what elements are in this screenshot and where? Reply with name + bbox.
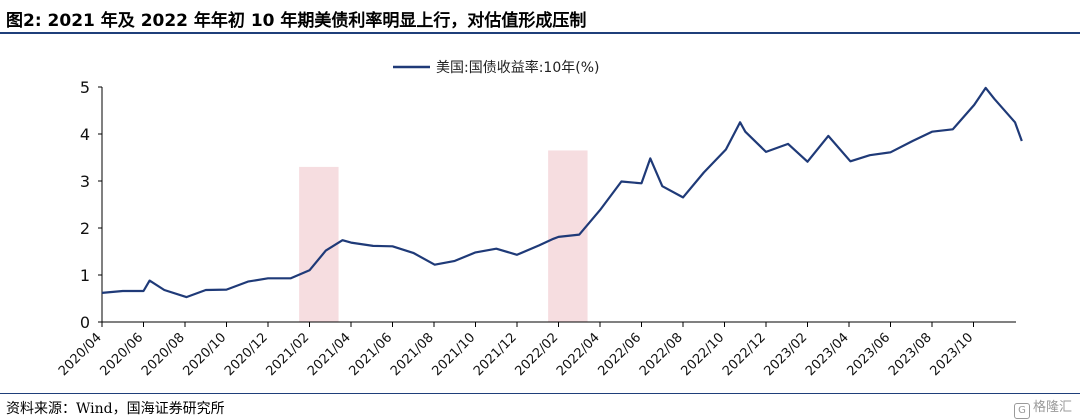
- y-tick-label: 1: [80, 266, 90, 285]
- y-tick-label: 2: [80, 219, 90, 238]
- x-tick-label: 2021/10: [430, 330, 479, 379]
- x-tick-label: 2020/04: [56, 330, 105, 379]
- x-tick-label: 2022/02: [513, 330, 562, 379]
- y-ticks: 0 1 2 3 4 5: [80, 78, 102, 332]
- y-tick-label: 4: [80, 125, 90, 144]
- x-tick-label: 2022/12: [720, 330, 769, 379]
- x-tick-label: 2021/04: [305, 330, 354, 379]
- series-line-us-10y-yield: [101, 86, 1023, 299]
- x-tick-label: 2020/08: [139, 330, 188, 379]
- x-tick-label: 2021/08: [388, 330, 437, 379]
- shaded-periods: [299, 150, 588, 322]
- watermark: G 格隆汇: [1013, 396, 1072, 419]
- x-tick-label: 2023/04: [803, 330, 852, 379]
- x-ticks: 2020/042020/062020/082020/102020/122021/…: [56, 322, 976, 379]
- x-tick-label: 2023/10: [928, 330, 977, 379]
- watermark-text: 格隆汇: [1032, 400, 1072, 415]
- top-rule: [0, 32, 1080, 34]
- y-tick-label: 3: [80, 172, 90, 191]
- x-tick-label: 2023/06: [845, 330, 894, 379]
- bottom-rule: [0, 393, 1080, 394]
- legend-label: 美国:国债收益率:10年(%): [436, 59, 599, 76]
- title-bar: 图2: 2021 年及 2022 年年初 10 年期美债利率明显上行，对估值形成…: [0, 0, 1080, 34]
- x-tick-label: 2022/10: [679, 330, 728, 379]
- x-tick-label: 2022/04: [554, 330, 603, 379]
- shaded-period: [299, 166, 339, 322]
- x-tick-label: 2021/02: [264, 330, 313, 379]
- x-tick-label: 2020/10: [181, 330, 230, 379]
- x-tick-label: 2021/06: [347, 330, 396, 379]
- source-note: 资料来源：Wind，国海证券研究所: [6, 401, 225, 417]
- y-tick-label: 0: [80, 313, 90, 332]
- x-tick-label: 2020/12: [222, 330, 271, 379]
- legend: 美国:国债收益率:10年(%): [393, 59, 599, 76]
- x-tick-label: 2022/06: [596, 330, 645, 379]
- x-tick-label: 2023/02: [762, 330, 811, 379]
- x-tick-label: 2023/08: [886, 330, 935, 379]
- y-tick-label: 5: [80, 78, 90, 97]
- x-tick-label: 2021/12: [471, 330, 520, 379]
- x-tick-label: 2022/08: [637, 330, 686, 379]
- yield-chart: 0 1 2 3 4 5 2020/042020/062020/082020/102020/…: [56, 59, 1023, 379]
- watermark-logo-icon: G: [1013, 403, 1030, 419]
- chart-figure-title: 图2: 2021 年及 2022 年年初 10 年期美债利率明显上行，对估值形成…: [6, 11, 587, 31]
- x-tick-label: 2020/06: [98, 330, 147, 379]
